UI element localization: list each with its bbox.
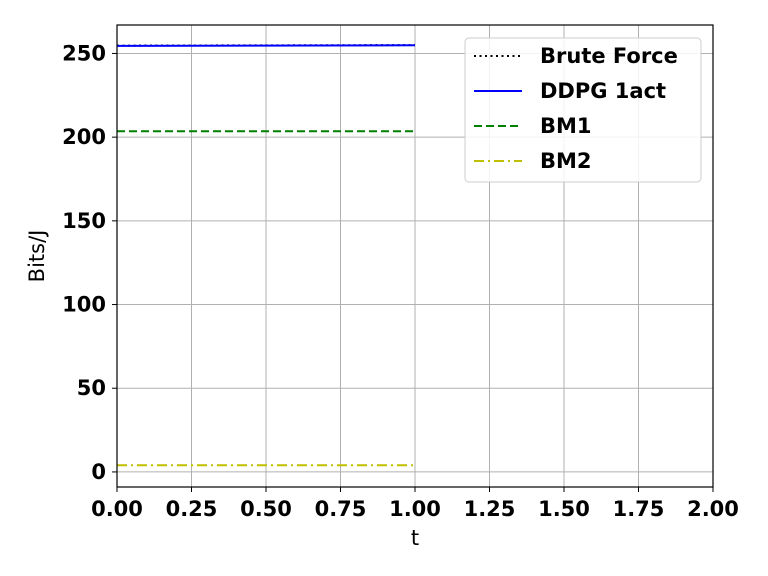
y-tick-label: 50: [77, 376, 106, 400]
legend-label: DDPG 1act: [540, 79, 666, 103]
series-line-1: [116, 44, 416, 47]
legend: Brute Force DDPG 1act BM1 BM2: [464, 37, 702, 183]
x-tick-label: 0.75: [315, 497, 367, 521]
x-tick-label: 0.00: [91, 497, 143, 521]
y-tick-label: 250: [62, 41, 106, 65]
y-axis-label: Bits/J: [25, 230, 49, 283]
x-tick-label: 1.75: [613, 497, 665, 521]
x-axis-label: t: [411, 526, 419, 550]
legend-label: BM1: [540, 114, 592, 138]
series-lines: [116, 44, 416, 467]
axis-ticks: 0.00 0.25 0.50 0.75 1.00 1.25 1.50 1.75 2.00 0 50 1…: [62, 41, 739, 521]
y-tick-label: 0: [91, 460, 106, 484]
legend-label: Brute Force: [540, 44, 678, 68]
x-tick-label: 2.00: [687, 497, 739, 521]
x-tick-label: 1.25: [464, 497, 516, 521]
y-tick-label: 200: [62, 125, 106, 149]
y-tick-label: 150: [62, 209, 106, 233]
x-tick-label: 1.50: [538, 497, 590, 521]
legend-box: [464, 37, 702, 183]
y-tick-label: 100: [62, 293, 106, 317]
x-tick-label: 0.50: [240, 497, 292, 521]
x-tick-label: 0.25: [166, 497, 218, 521]
legend-label: BM2: [540, 149, 592, 173]
x-tick-label: 1.00: [389, 497, 441, 521]
